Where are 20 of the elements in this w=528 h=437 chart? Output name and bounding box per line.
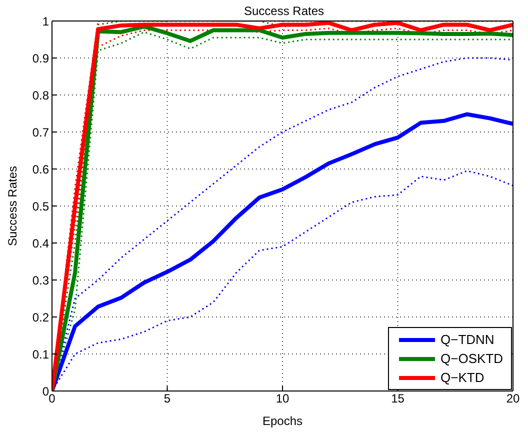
y-tick-label: 0.2 — [32, 310, 50, 324]
y-tick-label: 0.4 — [32, 236, 50, 250]
y-tick-label: 0.7 — [32, 125, 50, 140]
y-tick-label: 0.8 — [32, 88, 50, 102]
y-tick-label: 0.3 — [32, 273, 50, 288]
x-tick-label: 10 — [276, 392, 290, 406]
x-tick-label: 20 — [506, 392, 520, 406]
x-axis-title: Epochs — [262, 414, 303, 428]
y-tick-label: 0.6 — [32, 162, 50, 176]
x-tick-label: 15 — [391, 392, 405, 406]
x-tick-label: 5 — [164, 392, 171, 406]
y-tick-label: 1 — [42, 14, 50, 28]
y-tick-label: 0.1 — [32, 347, 50, 362]
y-tick-label: 0.5 — [32, 199, 50, 214]
legend-label: Q−OSKTD — [440, 350, 503, 368]
legend-label: Q−KTD — [440, 369, 484, 387]
legend-label: Q−TDNN — [440, 331, 494, 349]
y-axis-title: Success Rates — [5, 166, 20, 246]
chart-title: Success Rates — [242, 4, 326, 18]
y-tick-label: 0.9 — [32, 51, 50, 66]
